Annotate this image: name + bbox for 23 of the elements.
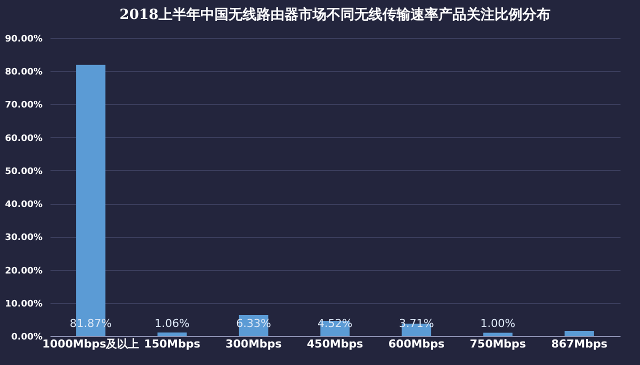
- x-tick-label: 600Mbps: [388, 338, 445, 350]
- x-tick-label: 867Mbps: [551, 338, 608, 350]
- x-tick-label: 450Mbps: [306, 338, 364, 350]
- y-tick-label: 40.00%: [5, 200, 42, 210]
- bar: [483, 332, 513, 336]
- y-tick-label: 90.00%: [5, 34, 42, 44]
- data-label: 1.00%: [480, 317, 516, 330]
- y-tick-label: 10.00%: [5, 299, 42, 310]
- y-tick-label: 80.00%: [5, 68, 42, 78]
- y-tick-label: 50.00%: [5, 166, 42, 177]
- y-tick-label: 60.00%: [5, 134, 42, 144]
- x-tick-label: 1000Mbps及以上: [42, 338, 140, 350]
- x-tick-label: 300Mbps: [225, 338, 282, 350]
- y-tick-label: 30.00%: [5, 233, 42, 244]
- bar: [157, 332, 187, 336]
- data-label: 1.06%: [154, 317, 190, 330]
- y-tick-label: 0.00%: [11, 332, 42, 342]
- x-tick-label: 750Mbps: [470, 338, 526, 350]
- x-tick-label: 150Mbps: [144, 338, 201, 350]
- y-tick-label: 70.00%: [5, 100, 42, 111]
- y-tick-label: 20.00%: [5, 266, 42, 276]
- bar: [564, 331, 594, 336]
- chart-title: 2018上半年中国无线路由器市场不同无线传输速率产品关注比例分布: [120, 6, 550, 23]
